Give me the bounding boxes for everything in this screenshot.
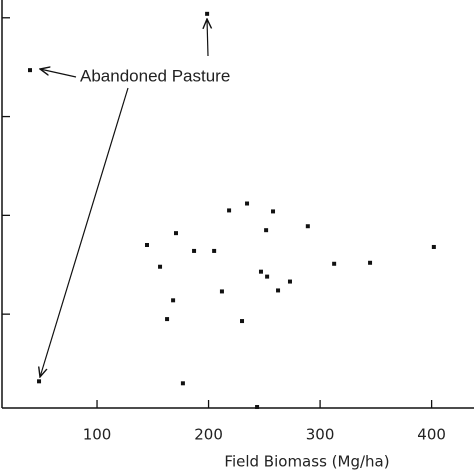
annotation-arrow (40, 87, 129, 377)
point (37, 379, 42, 384)
point (305, 224, 310, 229)
x-axis-label: Field Biomass (Mg/ha) (224, 453, 389, 471)
annotation-arrow (40, 69, 77, 78)
point (212, 248, 217, 253)
point (144, 242, 149, 247)
point (171, 298, 176, 303)
annotation: Abandoned Pasture (80, 66, 230, 85)
point (276, 288, 281, 293)
point (264, 228, 269, 233)
point (192, 248, 197, 253)
x-tick-label: 300 (306, 426, 335, 444)
point (165, 317, 170, 322)
x-tick-label: 100 (83, 426, 112, 444)
point (332, 261, 337, 266)
point (173, 231, 178, 236)
x-tick-label: 200 (194, 426, 223, 444)
point (219, 289, 224, 294)
point (180, 381, 185, 386)
point (28, 68, 33, 73)
point (287, 279, 292, 284)
annotation-arrow (207, 19, 208, 57)
point (227, 208, 232, 213)
x-tick-label: 400 (417, 426, 446, 444)
point (368, 260, 373, 265)
point (240, 319, 245, 324)
point (265, 274, 270, 279)
point (258, 269, 263, 274)
point (205, 11, 210, 16)
point (431, 244, 436, 249)
point (255, 405, 260, 410)
point (245, 201, 250, 206)
point (271, 209, 276, 214)
point (158, 264, 163, 269)
